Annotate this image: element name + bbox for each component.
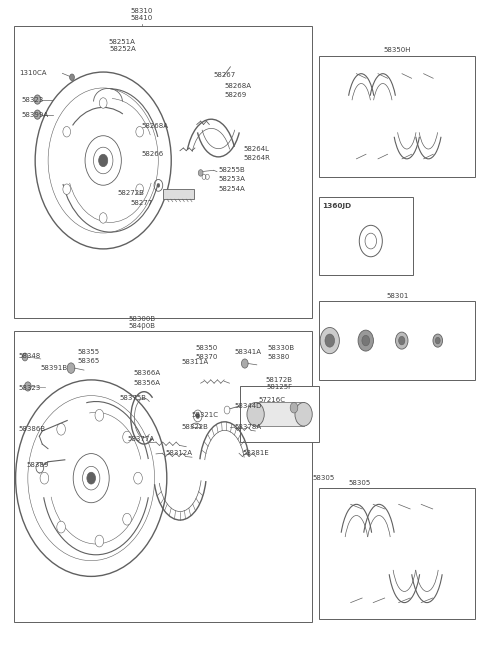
Circle shape [22, 353, 28, 361]
Text: 58321C: 58321C [191, 412, 218, 419]
Text: 1310CA: 1310CA [20, 70, 47, 77]
Text: 58305: 58305 [349, 479, 371, 486]
Text: 58305: 58305 [312, 475, 334, 481]
Text: 58375B: 58375B [119, 394, 146, 401]
Bar [319, 301, 475, 380]
Text: 58350H: 58350H [384, 47, 411, 54]
Text: 58389: 58389 [26, 462, 49, 468]
Text: 58311A: 58311A [181, 359, 209, 365]
Circle shape [123, 514, 132, 525]
Circle shape [241, 359, 248, 368]
Bar [14, 26, 312, 318]
Circle shape [399, 337, 405, 345]
Text: 58264L: 58264L [244, 145, 270, 152]
Circle shape [290, 402, 298, 413]
Text: 58378A: 58378A [234, 424, 262, 430]
Circle shape [123, 431, 132, 443]
Circle shape [325, 334, 335, 347]
Circle shape [136, 126, 144, 137]
Circle shape [34, 110, 41, 119]
Circle shape [196, 413, 200, 419]
Circle shape [63, 184, 71, 195]
Text: 58377A: 58377A [127, 436, 155, 442]
Text: 58350: 58350 [196, 345, 218, 352]
Circle shape [295, 402, 312, 426]
Text: 58254A: 58254A [218, 185, 245, 192]
Bar [319, 196, 413, 275]
Circle shape [95, 409, 104, 421]
Text: 58356A: 58356A [133, 379, 160, 386]
Text: 58366A: 58366A [133, 370, 161, 377]
Circle shape [435, 337, 440, 344]
Bar [14, 331, 312, 622]
Circle shape [224, 406, 230, 414]
Text: 58386B: 58386B [18, 426, 46, 432]
Text: 58172B
58125F: 58172B 58125F [266, 377, 293, 390]
Text: 58266: 58266 [142, 151, 164, 157]
Bar [240, 386, 319, 442]
Text: 58399A: 58399A [22, 111, 49, 118]
Text: 58300B
58400B: 58300B 58400B [128, 316, 155, 329]
Text: 58251A
58252A: 58251A 58252A [109, 39, 136, 52]
Text: 58391B: 58391B [41, 365, 68, 371]
Circle shape [67, 363, 75, 373]
Text: 58301: 58301 [386, 293, 408, 299]
Circle shape [247, 402, 264, 426]
Text: 58264R: 58264R [244, 155, 271, 161]
Text: 1360JD: 1360JD [322, 203, 351, 209]
Text: 58330B: 58330B [268, 345, 295, 352]
Text: 58323: 58323 [18, 384, 40, 391]
Text: 58312A: 58312A [166, 450, 192, 457]
Text: 58381E: 58381E [242, 450, 269, 457]
Circle shape [396, 332, 408, 349]
Text: 58253A: 58253A [218, 176, 245, 183]
Circle shape [362, 335, 370, 346]
Circle shape [99, 98, 107, 108]
Circle shape [99, 213, 107, 223]
Circle shape [36, 462, 44, 473]
Text: 58370: 58370 [196, 354, 218, 360]
Text: 58268A: 58268A [225, 83, 252, 90]
Circle shape [40, 472, 49, 484]
Text: 58272B: 58272B [118, 189, 144, 196]
Text: 58365: 58365 [78, 358, 100, 364]
Bar [319, 56, 475, 177]
Bar [319, 488, 475, 619]
Circle shape [198, 170, 203, 176]
Text: 58344D: 58344D [234, 403, 262, 409]
Circle shape [57, 521, 65, 533]
Circle shape [63, 126, 71, 137]
Circle shape [136, 184, 144, 195]
Text: 58323: 58323 [22, 96, 44, 103]
Text: 58355: 58355 [78, 349, 100, 356]
Text: 58380: 58380 [268, 354, 290, 360]
Circle shape [57, 423, 65, 435]
Text: 58277: 58277 [131, 200, 153, 206]
Circle shape [24, 382, 31, 391]
Circle shape [157, 183, 160, 187]
Circle shape [95, 535, 104, 547]
Text: 58255B: 58255B [218, 167, 245, 174]
Bar [255, 402, 303, 426]
Text: 58310
58410: 58310 58410 [131, 8, 153, 21]
Circle shape [70, 74, 74, 81]
Circle shape [34, 95, 41, 104]
Text: 58322B: 58322B [181, 424, 208, 430]
Circle shape [320, 328, 339, 354]
Text: 58341A: 58341A [234, 349, 261, 356]
Circle shape [133, 472, 142, 484]
Text: 58269: 58269 [225, 92, 247, 98]
Circle shape [433, 334, 443, 347]
Text: 57216C: 57216C [258, 396, 285, 403]
Circle shape [358, 330, 373, 351]
Text: 58268A: 58268A [142, 123, 168, 130]
FancyBboxPatch shape [163, 189, 194, 199]
Text: 58267: 58267 [214, 71, 236, 78]
Text: 58348: 58348 [18, 352, 40, 359]
Circle shape [99, 155, 108, 166]
Circle shape [87, 472, 96, 484]
